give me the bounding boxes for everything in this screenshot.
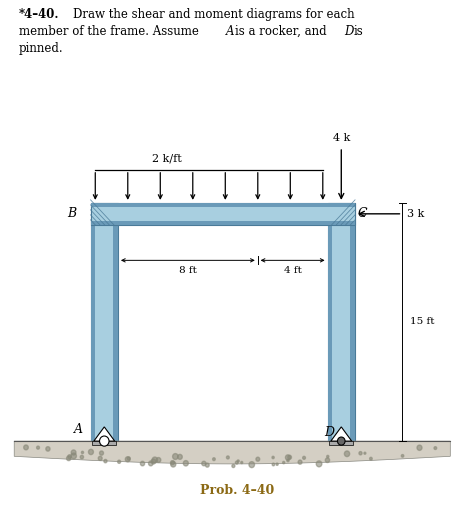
- Bar: [113, 203, 118, 441]
- Circle shape: [151, 459, 156, 464]
- Circle shape: [156, 457, 161, 462]
- Circle shape: [337, 437, 345, 445]
- Circle shape: [276, 463, 278, 465]
- Bar: [91, 203, 118, 441]
- Circle shape: [104, 459, 107, 463]
- Text: is: is: [354, 25, 364, 38]
- Circle shape: [227, 456, 229, 459]
- Bar: [91, 203, 95, 441]
- Text: A: A: [74, 423, 83, 436]
- Circle shape: [89, 449, 93, 455]
- Circle shape: [71, 453, 76, 459]
- Bar: [350, 203, 355, 441]
- Text: B: B: [67, 207, 76, 221]
- Bar: [329, 441, 353, 445]
- Circle shape: [152, 457, 157, 463]
- Circle shape: [272, 456, 274, 459]
- Circle shape: [205, 463, 209, 467]
- Text: D: D: [324, 425, 334, 439]
- Circle shape: [183, 460, 188, 466]
- Circle shape: [98, 456, 102, 460]
- Circle shape: [140, 461, 145, 466]
- Circle shape: [303, 456, 305, 459]
- Circle shape: [237, 460, 239, 462]
- Text: Draw the shear and moment diagrams for each: Draw the shear and moment diagrams for e…: [73, 8, 355, 21]
- Text: 8 ft: 8 ft: [179, 267, 197, 275]
- Bar: [91, 203, 355, 207]
- Text: C: C: [357, 207, 367, 221]
- Circle shape: [173, 454, 178, 459]
- Circle shape: [100, 436, 109, 446]
- Circle shape: [434, 447, 437, 450]
- Circle shape: [171, 460, 174, 465]
- Bar: [91, 221, 355, 225]
- Text: is a rocker, and: is a rocker, and: [235, 25, 330, 38]
- Circle shape: [417, 445, 422, 450]
- Circle shape: [325, 458, 329, 462]
- Circle shape: [288, 455, 292, 459]
- Text: D: D: [344, 25, 354, 38]
- Circle shape: [370, 457, 372, 460]
- Text: Prob. 4–40: Prob. 4–40: [200, 484, 274, 497]
- Circle shape: [46, 447, 50, 451]
- Text: 4 ft: 4 ft: [283, 267, 301, 275]
- Circle shape: [171, 461, 176, 467]
- Circle shape: [287, 459, 289, 462]
- Text: 3 k: 3 k: [407, 209, 425, 219]
- Text: 15 ft: 15 ft: [410, 317, 434, 327]
- Circle shape: [125, 457, 130, 462]
- Bar: [328, 203, 355, 441]
- Circle shape: [36, 446, 39, 449]
- Circle shape: [213, 458, 215, 460]
- Circle shape: [327, 455, 329, 458]
- Circle shape: [283, 461, 285, 464]
- Circle shape: [359, 452, 362, 455]
- Text: pinned.: pinned.: [19, 42, 64, 55]
- Circle shape: [68, 455, 72, 458]
- Bar: [92, 441, 116, 445]
- Circle shape: [232, 464, 235, 467]
- Circle shape: [272, 463, 274, 466]
- Circle shape: [178, 454, 182, 459]
- Polygon shape: [94, 427, 115, 441]
- Circle shape: [127, 457, 130, 460]
- Circle shape: [256, 457, 260, 461]
- Circle shape: [249, 462, 255, 467]
- Circle shape: [24, 445, 28, 450]
- Circle shape: [316, 461, 322, 467]
- Polygon shape: [14, 441, 450, 464]
- Circle shape: [80, 455, 83, 459]
- Text: A: A: [226, 25, 234, 38]
- Text: *4–40.: *4–40.: [19, 8, 59, 21]
- Circle shape: [202, 461, 206, 466]
- Circle shape: [236, 461, 238, 464]
- Circle shape: [118, 460, 121, 463]
- Bar: [91, 203, 355, 225]
- Circle shape: [100, 451, 103, 455]
- Circle shape: [345, 451, 350, 457]
- Text: 2 k/ft: 2 k/ft: [152, 154, 182, 164]
- Circle shape: [298, 460, 302, 464]
- Circle shape: [285, 455, 291, 460]
- Circle shape: [401, 455, 404, 457]
- Text: member of the frame. Assume: member of the frame. Assume: [19, 25, 202, 38]
- Bar: [328, 203, 332, 441]
- Circle shape: [71, 450, 76, 455]
- Text: 4 k: 4 k: [333, 133, 350, 143]
- Circle shape: [241, 461, 243, 463]
- Circle shape: [364, 452, 366, 454]
- Circle shape: [82, 451, 83, 454]
- Circle shape: [148, 461, 153, 466]
- Polygon shape: [331, 427, 352, 441]
- Circle shape: [66, 456, 71, 461]
